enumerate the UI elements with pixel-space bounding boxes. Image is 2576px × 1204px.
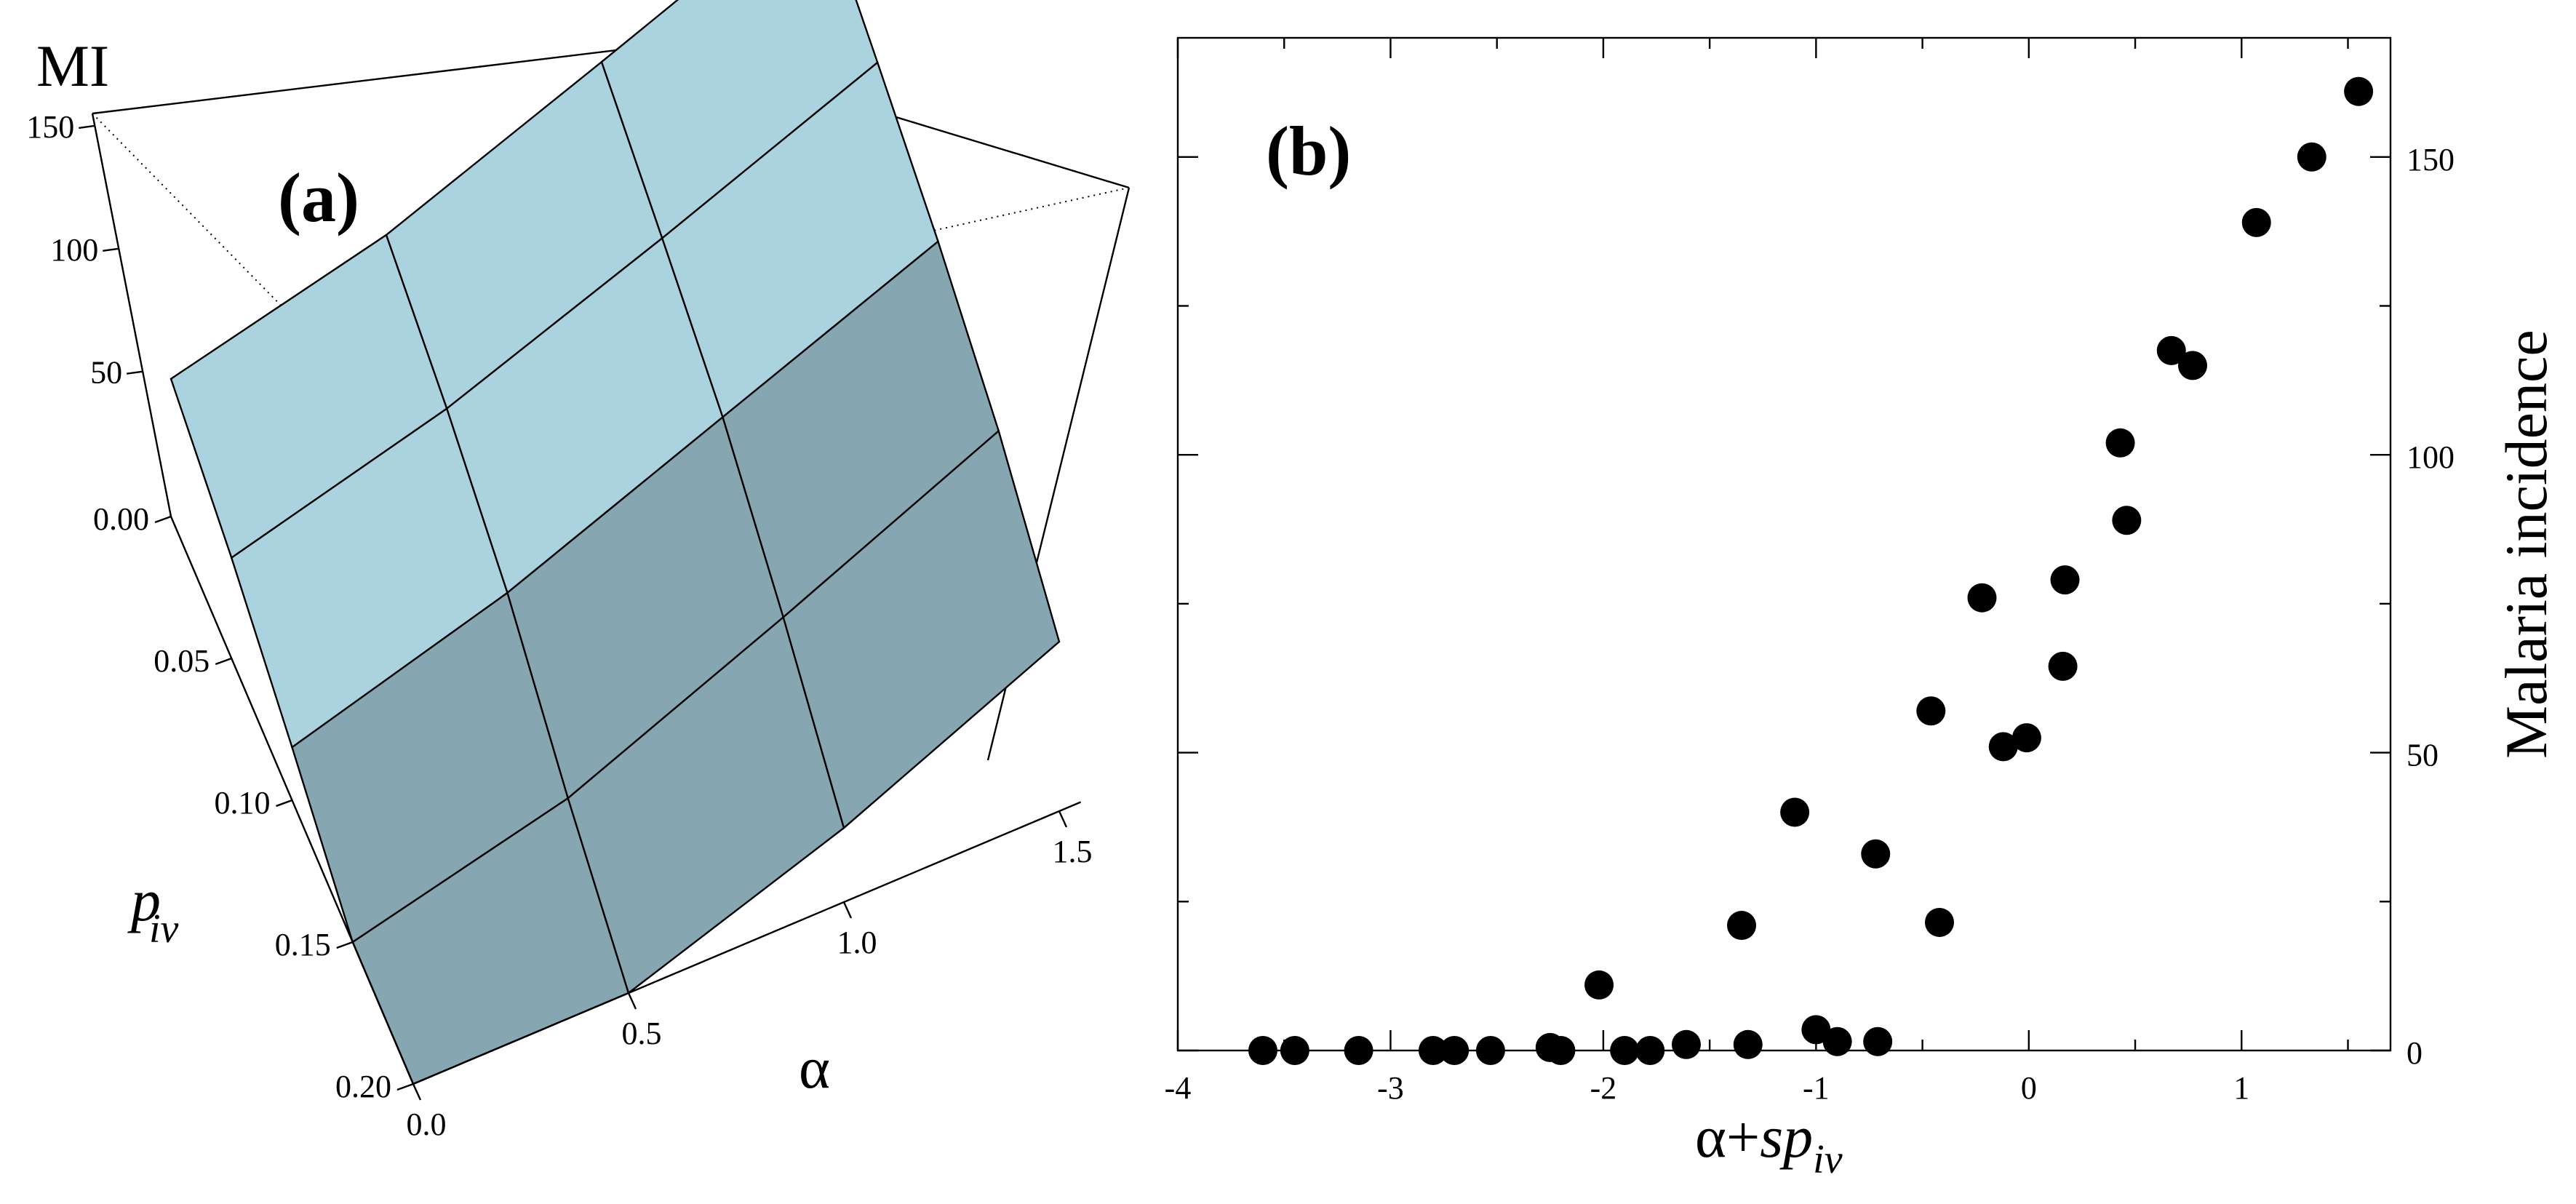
mi-tick-label: 50 xyxy=(90,355,122,391)
scatter-point xyxy=(1584,970,1614,1000)
scatter-point xyxy=(2297,142,2326,172)
p-iv-tick xyxy=(336,941,354,949)
scatter-point xyxy=(2156,335,2186,365)
p-iv-tick-label: 0.05 xyxy=(153,643,210,679)
p-iv-tick-label: 0.20 xyxy=(335,1069,391,1104)
y-tick-label: 50 xyxy=(2406,738,2439,773)
scatter-point xyxy=(1610,1036,1640,1065)
panel-a-surface-plot: 0.00 0.05 0.10 0.15 0.20 0.0 0.5 1.0 1.5 50 100 150… xyxy=(26,0,1131,1142)
x-tick-label: -3 xyxy=(1377,1070,1404,1106)
mi-tick xyxy=(79,124,95,129)
alpha-axis-line xyxy=(412,801,1082,1085)
alpha-tick xyxy=(842,901,853,919)
scatter-point xyxy=(2050,565,2080,595)
scatter-point xyxy=(1344,1036,1373,1065)
p-iv-tick xyxy=(154,515,172,524)
p-iv-tick-label: 0.15 xyxy=(275,927,331,962)
x-axis-title-alpha: α xyxy=(799,1034,830,1101)
z-axis-title: MI xyxy=(36,33,109,99)
p-iv-tick xyxy=(276,799,292,808)
alpha-tick-label: 0.0 xyxy=(407,1107,447,1142)
y-axis-title-subscript: iv xyxy=(149,906,179,952)
p-iv-tick xyxy=(215,657,232,666)
scatter-point xyxy=(1671,1029,1701,1059)
panel-b-scatter-plot: -4 -3 -2 -1 0 1 0 50 100 150 (b) α+spiv Malaria i… xyxy=(1165,36,2559,1182)
y-axis-title: p iv xyxy=(127,867,179,952)
scatter-point xyxy=(1822,1026,1852,1056)
p-iv-tick-label: 0.10 xyxy=(215,785,271,821)
alpha-tick-label: 1.0 xyxy=(837,925,877,960)
x-axis-title-alpha-plus: α+ xyxy=(1695,1104,1760,1170)
surface-face xyxy=(782,429,1061,830)
scatter-point xyxy=(2105,428,2135,458)
y-tick-label: 150 xyxy=(2406,142,2455,178)
panel-b-label: (b) xyxy=(1266,112,1351,190)
scatter-point xyxy=(1727,911,1757,941)
alpha-tick xyxy=(627,992,637,1010)
scatter-point xyxy=(1475,1036,1505,1065)
scatter-point xyxy=(1418,1036,1448,1065)
scatter-point xyxy=(1916,696,1946,726)
panel-a-label: (a) xyxy=(278,159,359,236)
mi-tick xyxy=(126,370,143,375)
x-tick-label: 0 xyxy=(2021,1070,2037,1106)
x-axis-title: α+spiv xyxy=(1695,1104,1843,1182)
alpha-tick-label: 1.5 xyxy=(1053,834,1093,869)
scatter-point xyxy=(1733,1029,1763,1059)
x-tick-label: -2 xyxy=(1590,1070,1617,1106)
scatter-point xyxy=(1635,1036,1665,1065)
scatter-point xyxy=(1780,797,1810,827)
surface-faces xyxy=(170,0,1061,1085)
scatter-ticks: -4 -3 -2 -1 0 1 0 50 100 150 xyxy=(1165,38,2455,1106)
p-iv-tick xyxy=(396,1083,414,1091)
x-tick-label: -4 xyxy=(1165,1070,1192,1106)
scatter-point xyxy=(1440,1036,1470,1065)
x-tick-label: -1 xyxy=(1803,1070,1830,1106)
surface-box-left-edge xyxy=(91,113,172,517)
scatter-point xyxy=(1861,839,1891,869)
scatter-point xyxy=(1546,1036,1576,1065)
scatter-point xyxy=(1801,1015,1831,1045)
x-axis-title-text: α+spiv xyxy=(1695,1104,1843,1182)
y-axis-title-malaria-incidence: Malaria incidence xyxy=(2493,330,2559,759)
surface-axes: 0.00 0.05 0.10 0.15 0.20 0.0 0.5 1.0 1.5 50 100 150 xyxy=(26,109,1092,1142)
p-iv-tick-label: 0.00 xyxy=(93,501,149,537)
alpha-tick xyxy=(412,1083,422,1101)
scatter-point xyxy=(1924,907,1954,937)
scatter-plot-frame xyxy=(1176,36,2392,1052)
scatter-point xyxy=(2011,723,2041,753)
mi-tick xyxy=(103,247,119,252)
y-tick-label: 0 xyxy=(2406,1035,2423,1071)
scatter-point xyxy=(1863,1026,1893,1056)
mi-tick-label: 100 xyxy=(50,232,98,268)
scatter-point xyxy=(2344,76,2374,106)
scatter-point xyxy=(2048,651,2078,681)
mi-tick-label: 150 xyxy=(26,109,74,145)
y-tick-label: 100 xyxy=(2406,439,2455,475)
scatter-point xyxy=(1967,583,1997,613)
scatter-point xyxy=(2178,351,2208,380)
scatter-point xyxy=(2241,207,2271,237)
x-axis-title-subscript: iv xyxy=(1813,1137,1843,1182)
x-tick-label: 1 xyxy=(2233,1070,2249,1106)
alpha-tick-label: 0.5 xyxy=(622,1016,662,1051)
x-axis-title-sp: sp xyxy=(1760,1104,1813,1170)
alpha-tick xyxy=(1058,810,1068,828)
scatter-point xyxy=(1280,1036,1309,1065)
scatter-point xyxy=(1248,1036,1277,1065)
scatter-point xyxy=(1988,732,2018,762)
scatter-point xyxy=(2112,506,2142,535)
y-axis-title-main: p xyxy=(127,867,161,933)
scatter-points xyxy=(1248,76,2374,1065)
